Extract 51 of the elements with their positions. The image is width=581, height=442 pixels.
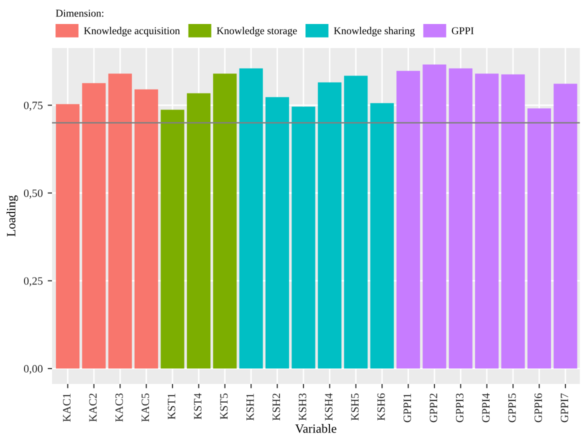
bar	[501, 74, 525, 369]
legend-title: Dimension:	[56, 10, 104, 17]
x-tick-label: KSH3	[298, 393, 306, 420]
bar	[108, 74, 132, 369]
x-tick-label: GPPI7	[560, 393, 568, 422]
bar	[265, 97, 290, 369]
x-tick-label: KST1	[168, 394, 176, 420]
legend-label: Knowledge acquisition	[84, 26, 180, 36]
y-axis-title: Loading	[6, 195, 18, 236]
x-tick-label: GPPI1	[404, 394, 412, 422]
bar	[422, 64, 446, 369]
bar	[448, 68, 472, 369]
legend-label: Knowledge storage	[216, 26, 297, 36]
bar	[344, 76, 368, 369]
bar	[213, 74, 237, 369]
y-tick-label: 0,25	[24, 277, 43, 286]
y-tick-label: 0,75	[24, 102, 43, 111]
x-tick-label: GPPI4	[482, 393, 490, 422]
bar	[292, 106, 316, 369]
bar	[56, 104, 80, 369]
bar	[82, 83, 106, 369]
x-tick-label: KSH4	[324, 393, 332, 420]
x-tick-label: KAC5	[142, 393, 150, 422]
bar	[239, 68, 263, 369]
x-tick-label: KAC1	[63, 394, 70, 422]
x-tick-label: KAC3	[115, 393, 123, 422]
bar	[160, 110, 184, 369]
x-tick-label: KSH6	[377, 393, 385, 420]
x-tick-label: GPPI6	[534, 393, 542, 422]
x-tick-label: KSH2	[272, 394, 280, 420]
x-tick-label: KSH5	[351, 393, 359, 420]
bar	[370, 103, 394, 369]
legend-label: Knowledge sharing	[334, 26, 415, 36]
bar	[527, 108, 552, 369]
x-tick-label: GPPI5	[508, 393, 516, 422]
x-tick-label: KAC2	[89, 394, 97, 422]
x-tick-label: GPPI2	[430, 394, 438, 422]
legend-label: GPPI	[452, 27, 474, 34]
bar	[318, 82, 342, 369]
bar	[134, 89, 158, 369]
x-tick-label: KSH1	[246, 394, 254, 420]
y-tick-label: 0,50	[24, 189, 43, 199]
x-tick-label: KST4	[194, 393, 202, 420]
bar	[475, 74, 499, 369]
x-axis-title: Variable	[295, 424, 336, 433]
x-tick-label: GPPI3	[456, 393, 464, 422]
y-tick-label: 0,00	[24, 365, 43, 374]
x-tick-label: KST5	[220, 393, 228, 420]
bar	[554, 84, 578, 369]
bar	[186, 93, 210, 369]
bar	[396, 70, 420, 369]
